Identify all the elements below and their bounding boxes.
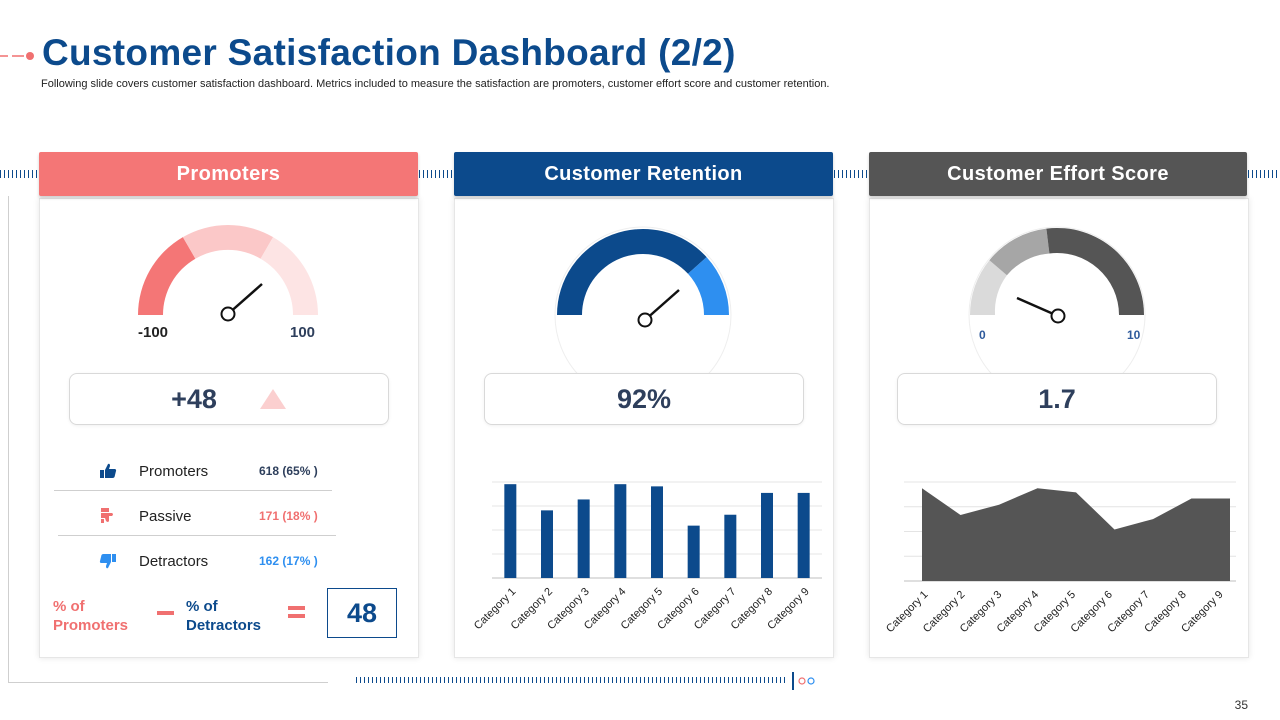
bar: [577, 499, 590, 578]
bar: [614, 484, 627, 578]
dashed-divider: [0, 170, 38, 178]
gauge-segment-retained: [557, 228, 707, 315]
slide-nav-decoration: [792, 672, 815, 690]
frame-line: [8, 682, 328, 683]
dashed-divider: [419, 170, 453, 178]
area-series: [922, 488, 1230, 581]
dashed-divider-bottom: [356, 677, 786, 683]
title-decoration: [0, 52, 34, 60]
gauge-needle: [644, 289, 680, 321]
page-subtitle: Following slide covers customer satisfac…: [41, 78, 830, 90]
dashed-divider: [1248, 170, 1280, 178]
promoters-panel: [39, 198, 419, 658]
nps-result: 48: [327, 588, 397, 638]
list-item: Passive 171 (18% ): [54, 496, 332, 536]
gauge-segment-positive: [260, 237, 318, 315]
list-item: Detractors 162 (17% ): [54, 541, 332, 581]
minus-icon: [157, 611, 174, 615]
gauge-pivot: [637, 312, 653, 328]
thumbs-down-icon: [94, 553, 122, 569]
effort-value: 1.7: [1038, 383, 1076, 414]
gauge-segment-remaining: [688, 257, 729, 315]
bar: [687, 525, 700, 578]
bar: [504, 484, 517, 578]
retention-gauge: [554, 226, 732, 380]
frame-line: [8, 196, 9, 682]
gauge-needle: [227, 283, 263, 315]
divider: [58, 535, 336, 536]
gauge-pivot: [1050, 308, 1066, 324]
gauge-segment-mid: [989, 228, 1050, 276]
gauge-max-label: 10: [1127, 328, 1141, 342]
promoters-score-box: +48: [69, 373, 389, 425]
gauge-max-label: 100: [290, 324, 316, 341]
thumbs-sideways-icon: [94, 507, 122, 525]
bar: [541, 510, 553, 578]
effort-header: Customer Effort Score: [869, 152, 1247, 196]
effort-gauge: [968, 226, 1146, 380]
gauge-min-label: -100: [138, 324, 169, 341]
formula-detractors-label: % of Detractors: [186, 598, 262, 634]
gauge-pivot: [220, 306, 236, 322]
promoters-header: Promoters: [39, 152, 418, 196]
gauge-segment-low: [970, 260, 1007, 315]
equals-icon-bar: [288, 614, 305, 618]
gauge-segment-negative: [138, 237, 196, 315]
dashed-divider: [834, 170, 868, 178]
retention-header: Customer Retention: [454, 152, 833, 196]
retention-value: 92%: [616, 383, 672, 414]
retention-value-box: 92%: [484, 373, 804, 425]
thumbs-up-icon: [94, 463, 122, 479]
gauge-segment-high: [1046, 227, 1144, 315]
bar: [797, 492, 810, 578]
gauge-segment-neutral: [182, 224, 274, 259]
promoters-score: +48: [171, 383, 217, 414]
page-title: Customer Satisfaction Dashboard (2/2): [42, 32, 736, 73]
retention-panel: [454, 198, 834, 658]
triangle-up-icon: [259, 389, 286, 409]
gauge-min-label: 0: [979, 328, 986, 342]
bar: [724, 514, 737, 578]
equals-icon: [288, 606, 305, 610]
bar: [651, 486, 663, 578]
effort-value-box: 1.7: [897, 373, 1217, 425]
list-item: Promoters 618 (65% ): [54, 451, 332, 491]
divider: [54, 490, 332, 491]
bar: [761, 492, 773, 578]
promoters-gauge: [138, 224, 318, 322]
page-number: 35: [1234, 698, 1248, 712]
formula-promoters-label: % of Promoters: [53, 598, 129, 634]
